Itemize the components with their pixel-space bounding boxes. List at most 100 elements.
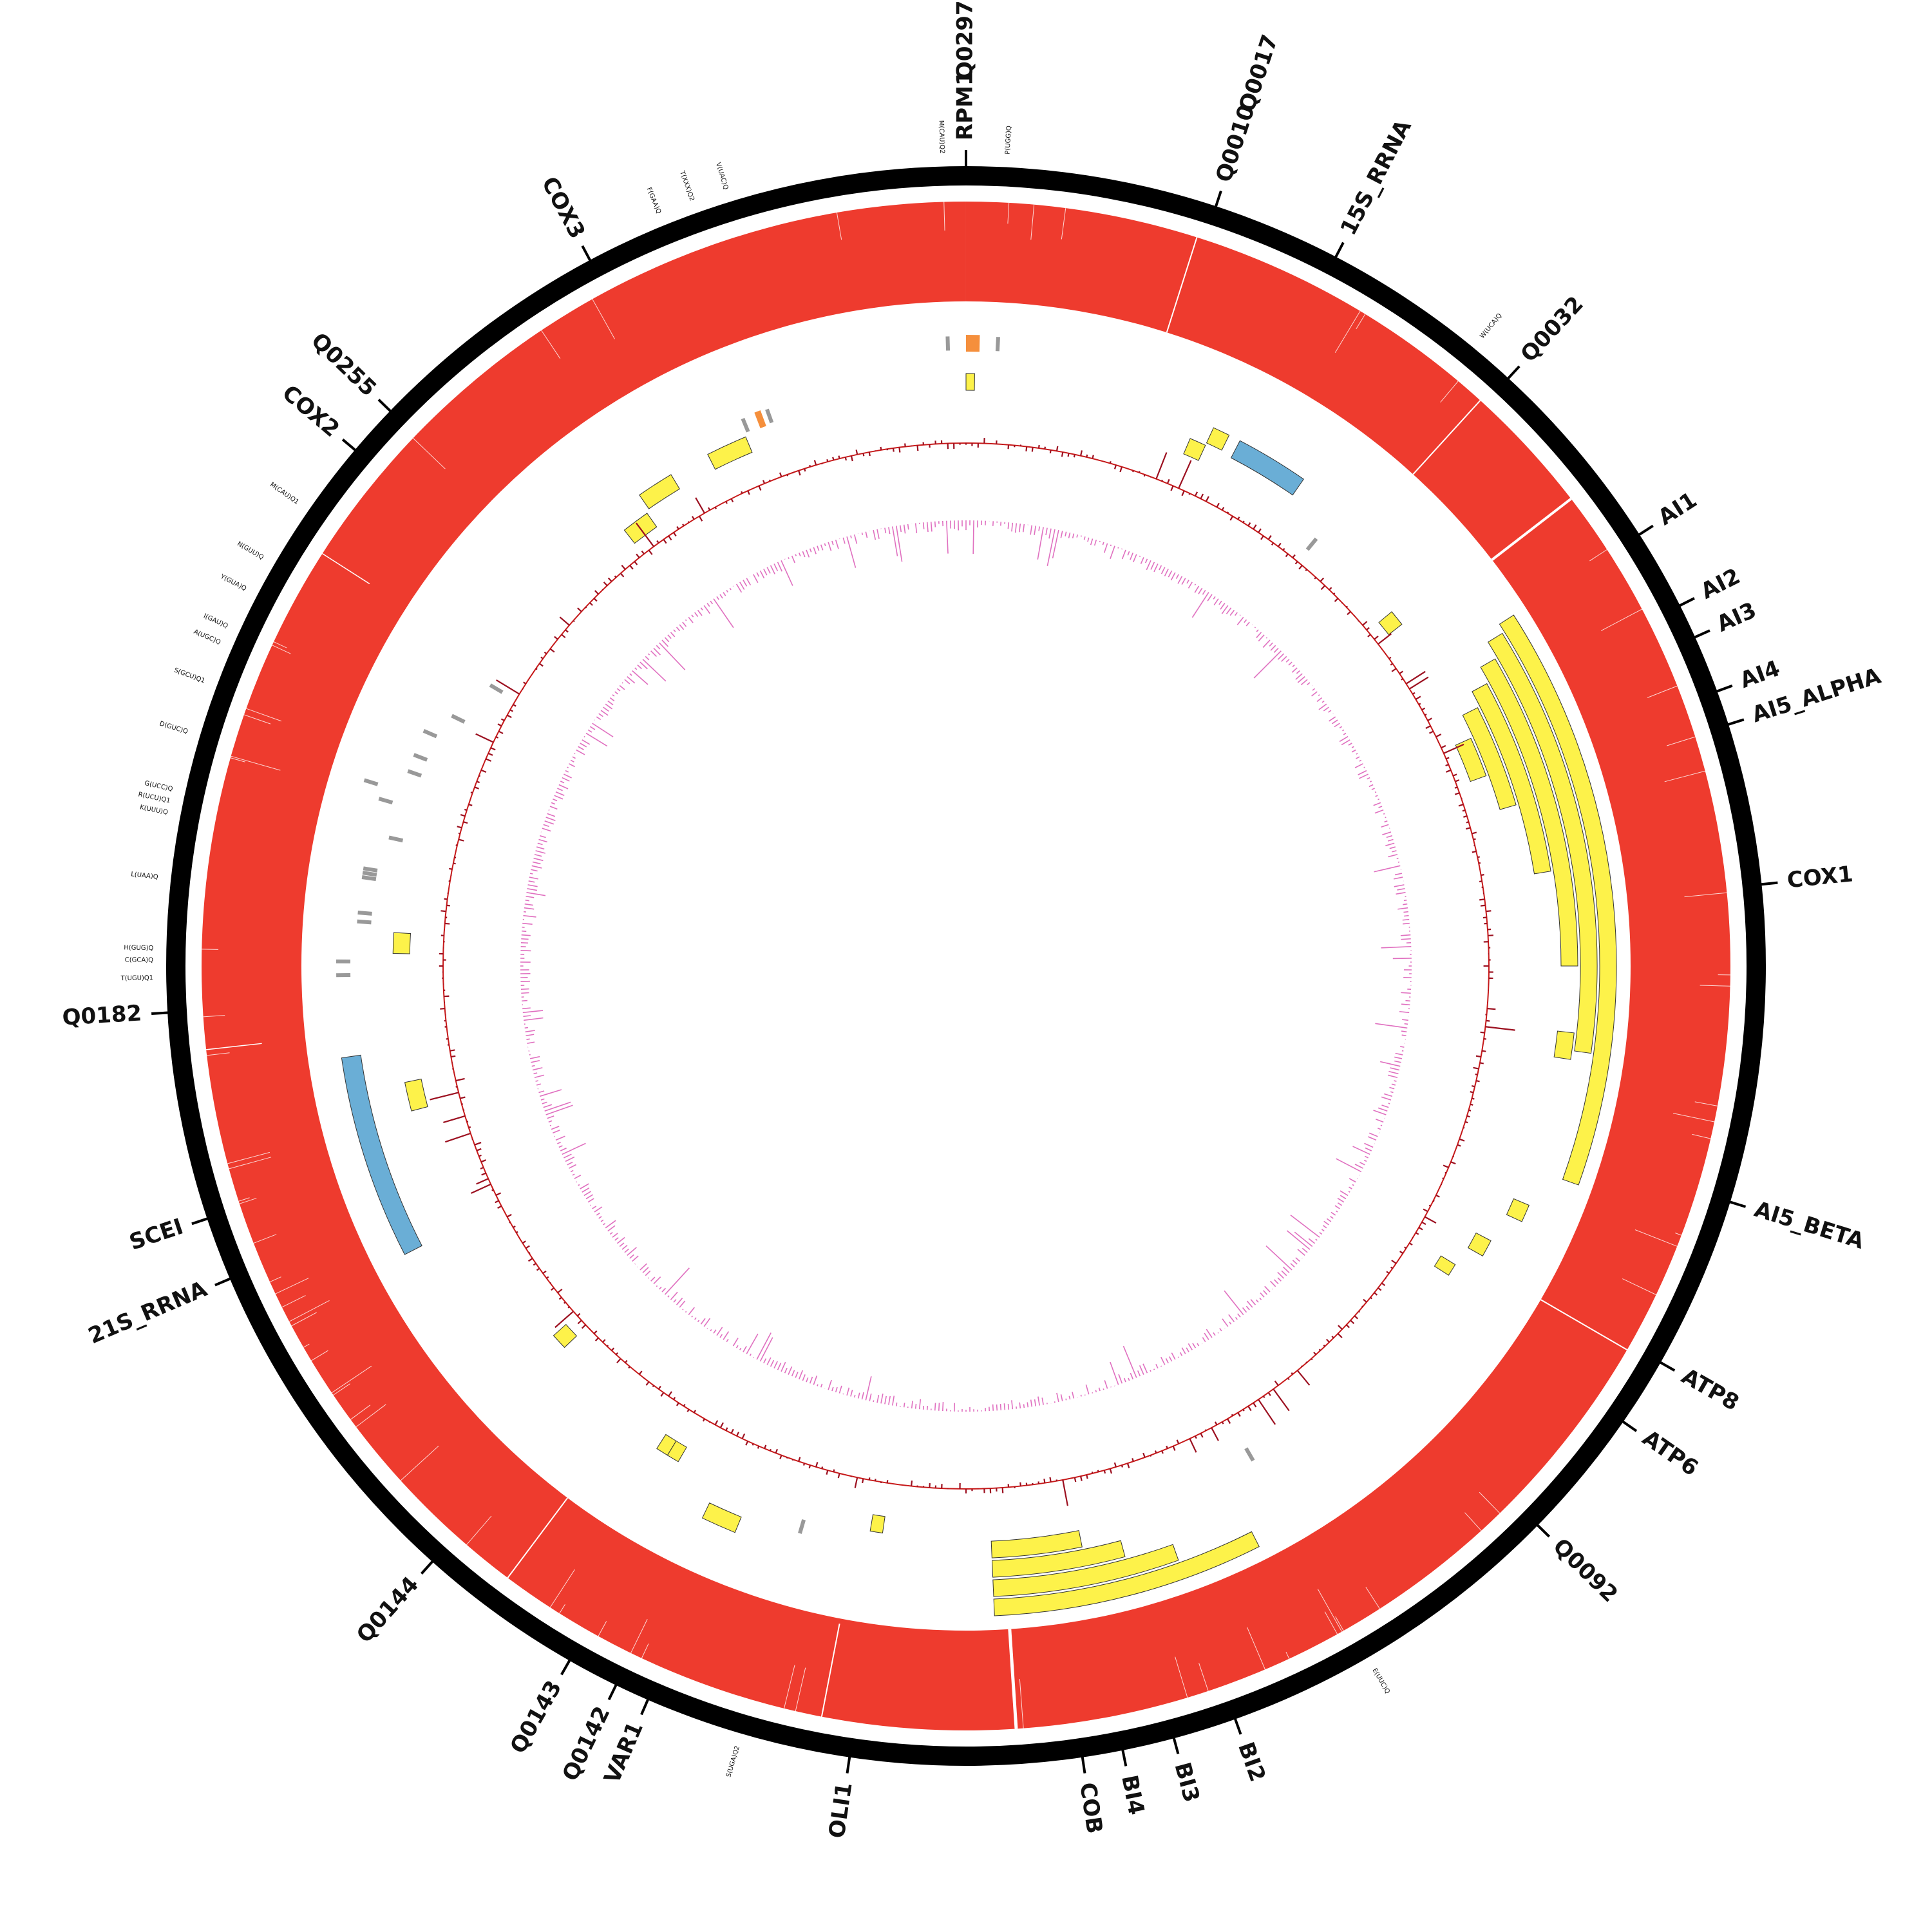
gc-skew-bar: [676, 1298, 683, 1305]
gc-skew-bar: [1263, 1290, 1268, 1295]
gc-bar: [730, 1428, 734, 1434]
gc-skew-bar: [1329, 716, 1336, 722]
gc-bar: [1097, 1470, 1099, 1472]
gene-tick: [846, 1747, 853, 1774]
gc-skew-bar: [831, 540, 834, 545]
gc-skew-bar: [1023, 1404, 1025, 1408]
gc-skew-bar: [1368, 784, 1374, 788]
gc-skew-bar: [1056, 1392, 1059, 1403]
gc-bar: [527, 1258, 533, 1262]
gc-skew-bar: [545, 1104, 573, 1115]
gc-bar: [1347, 611, 1351, 616]
gc-bar: [495, 736, 499, 739]
gc-skew-bar: [557, 788, 563, 791]
gc-skew-bar: [1269, 642, 1273, 647]
gc-skew-bar: [1381, 1104, 1389, 1108]
gc-skew-bar: [544, 1101, 571, 1112]
coverage-dip: [1247, 1627, 1265, 1670]
gc-bar: [1296, 1370, 1311, 1386]
trna-feature: [357, 911, 372, 916]
gc-skew-bar: [557, 1141, 561, 1144]
gc-skew-bar: [576, 749, 585, 755]
gc-bar: [549, 648, 555, 653]
gc-bar: [1472, 850, 1477, 853]
gc-bar: [564, 1302, 566, 1304]
gc-skew-bar: [1139, 555, 1141, 557]
coverage-dip: [1664, 770, 1705, 782]
gc-skew-bar: [673, 629, 676, 632]
gc-bar: [577, 1320, 582, 1325]
gc-skew-bar: [639, 661, 648, 670]
coverage-gap: [1166, 237, 1198, 333]
trna-label: G(UCC)Q: [144, 780, 173, 793]
gc-skew-bar: [1297, 676, 1305, 683]
gc-bar: [898, 447, 901, 453]
gene-tick: [191, 1214, 217, 1226]
trna-feature: [378, 797, 393, 805]
gc-bar: [892, 448, 895, 452]
gc-bar: [476, 1148, 482, 1151]
gc-bar: [1161, 1450, 1164, 1454]
gc-bar: [614, 575, 617, 578]
gc-bar: [786, 1457, 788, 1459]
gc-skew-bar: [806, 1377, 809, 1383]
gc-bar: [725, 501, 728, 504]
gc-skew-bar: [1386, 835, 1392, 838]
gc-skew-bar: [1380, 1124, 1383, 1126]
gc-bar: [474, 1142, 482, 1146]
gc-skew-bar: [1300, 679, 1308, 685]
gc-bar: [1404, 1246, 1407, 1249]
gc-skew-bar: [632, 1255, 639, 1262]
coverage-dip: [836, 212, 842, 240]
gc-skew-bar: [710, 1329, 712, 1332]
gc-skew-bar: [1137, 1370, 1141, 1377]
coverage-dip: [1175, 1656, 1188, 1698]
trna-label: R(UCU)Q1: [138, 791, 171, 804]
gc-bar: [1323, 1344, 1326, 1347]
coverage-dip: [281, 1295, 306, 1308]
gene-tick: [151, 1010, 178, 1016]
gc-bar: [648, 549, 653, 555]
gc-skew-bar: [934, 521, 936, 527]
gene-feature: [1378, 611, 1403, 636]
gc-bar: [616, 1358, 621, 1363]
gc-bar: [1314, 576, 1317, 580]
gc-skew-bar: [1277, 1271, 1285, 1279]
gc-bar: [1294, 561, 1298, 565]
gc-skew-bar: [914, 523, 918, 534]
gc-skew-bar: [645, 656, 650, 661]
gc-bar: [741, 1433, 746, 1439]
coverage-dip: [1667, 736, 1696, 746]
gc-bar: [478, 775, 481, 777]
gc-skew-bar: [1213, 1332, 1216, 1336]
gc-bar: [1412, 692, 1416, 695]
gc-bar: [855, 450, 858, 455]
gc-skew-bar: [1321, 700, 1325, 703]
gc-bar: [629, 565, 634, 570]
gc-skew-bar: [1072, 533, 1075, 538]
gc-bar: [513, 704, 516, 707]
gc-skew-bar: [1312, 688, 1316, 691]
gene-label: Q0144: [352, 1571, 424, 1648]
gc-bar: [1424, 714, 1427, 716]
gc-bar: [1374, 635, 1379, 640]
gc-skew-bar: [922, 1405, 925, 1410]
rrna-feature: [341, 1054, 422, 1255]
gc-skew-bar: [700, 1318, 706, 1325]
gc-skew-bar: [1377, 1128, 1381, 1130]
gc-skew-bar: [536, 1083, 541, 1086]
gc-skew-bar: [524, 1017, 544, 1021]
gc-skew-bar: [1337, 1197, 1345, 1203]
gc-skew-bar: [1336, 1210, 1338, 1213]
gene-tick: [1170, 1728, 1180, 1754]
gc-bar: [911, 1480, 913, 1486]
gc-skew-bar: [531, 865, 542, 869]
gc-skew-bar: [1110, 1361, 1119, 1385]
gc-skew-bar: [1311, 691, 1318, 697]
gene-label: AI3: [1713, 598, 1761, 638]
gc-bar: [1435, 734, 1442, 738]
gc-bar: [1409, 1242, 1413, 1246]
gc-skew-bar: [1385, 817, 1387, 819]
trna-label: F(GAA)Q: [645, 187, 663, 215]
gc-skew-bar: [694, 612, 699, 617]
